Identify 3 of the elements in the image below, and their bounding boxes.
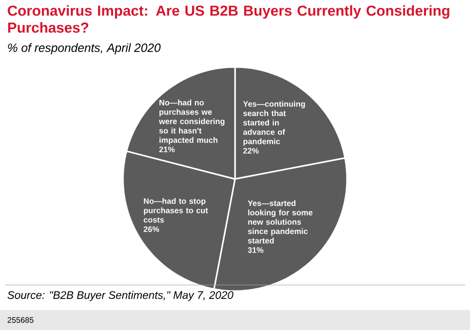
chart-title: Coronavirus Impact: Are US B2B Buyers Currently Considering Purchases? <box>8 5 450 33</box>
source-note: Source: "B2B Buyer Sentiments," May 7, 2020 <box>8 290 234 302</box>
chart-subtitle: % of respondents, April 2020 <box>8 43 161 54</box>
